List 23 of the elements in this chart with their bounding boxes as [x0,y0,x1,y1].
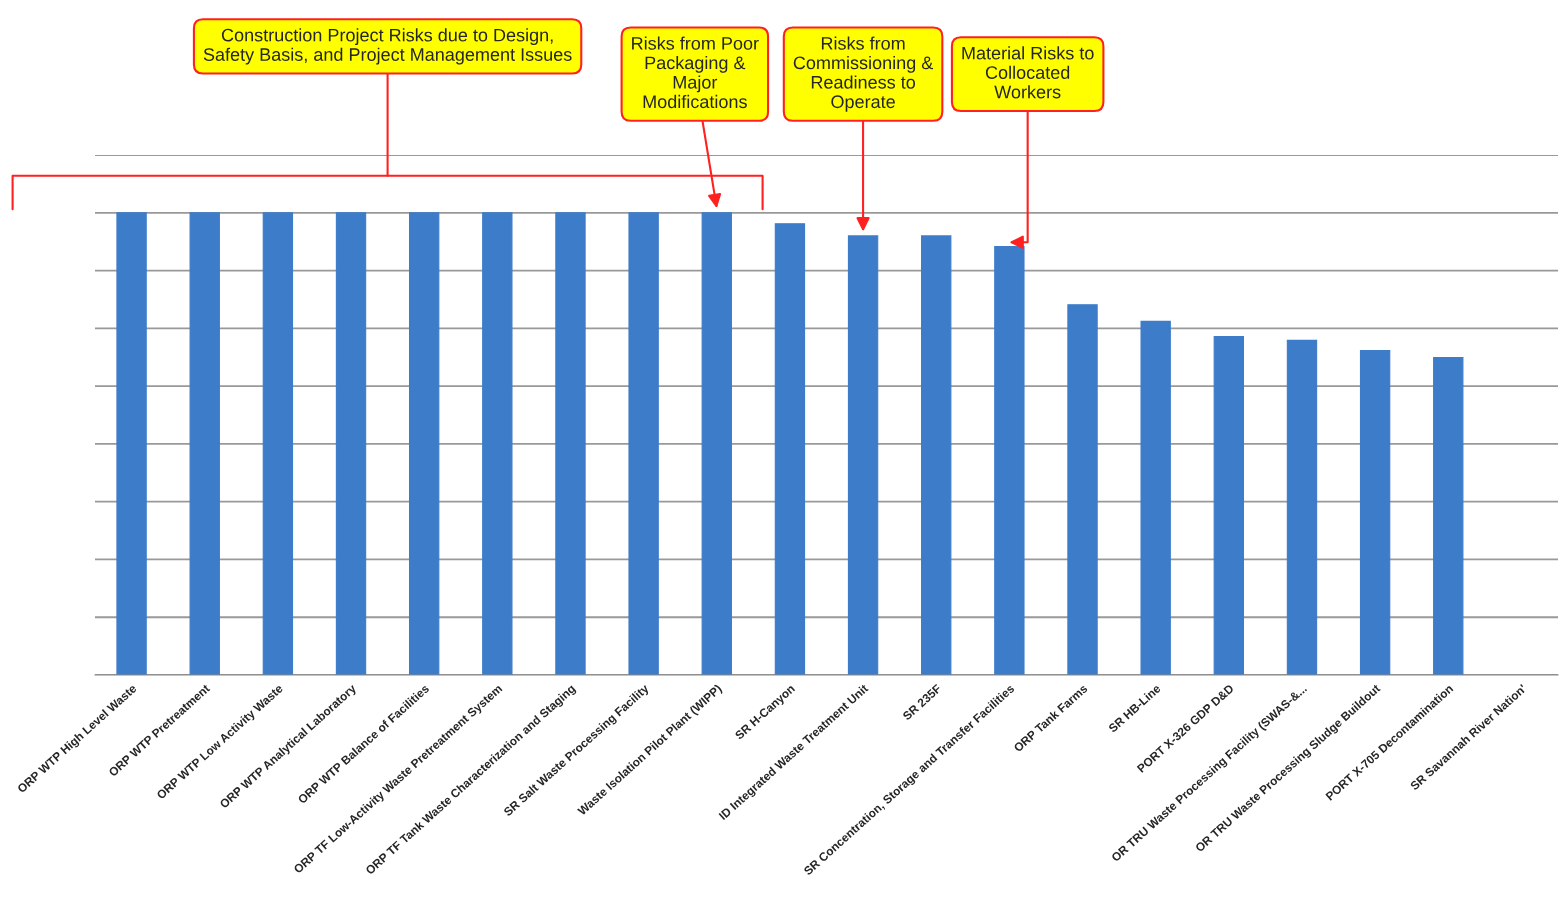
bar [1067,304,1098,675]
annotation: Risks from Commissioning & Readiness to Operate [793,36,934,112]
bar [1140,320,1171,675]
annotation: Material Risks to Collocated Workers [962,46,1094,99]
bar [262,212,294,675]
bar [921,235,952,675]
bar [701,212,732,675]
bar [1359,349,1391,675]
bar [1213,336,1245,675]
annotation: Risks from Poor Packaging & Major Modifications [632,36,759,109]
bar [1433,356,1464,675]
bar [994,245,1025,675]
bar [774,223,806,675]
bar [116,212,147,675]
bar [335,212,367,675]
bar [628,212,659,675]
bar [555,212,586,675]
bar [847,235,879,675]
bar [189,212,220,675]
bar [482,212,513,675]
bar [1286,339,1318,675]
text: Construction Project Risks due to Design, Safety Basis, and Project Management Issues [203,28,572,65]
bar [408,212,440,675]
